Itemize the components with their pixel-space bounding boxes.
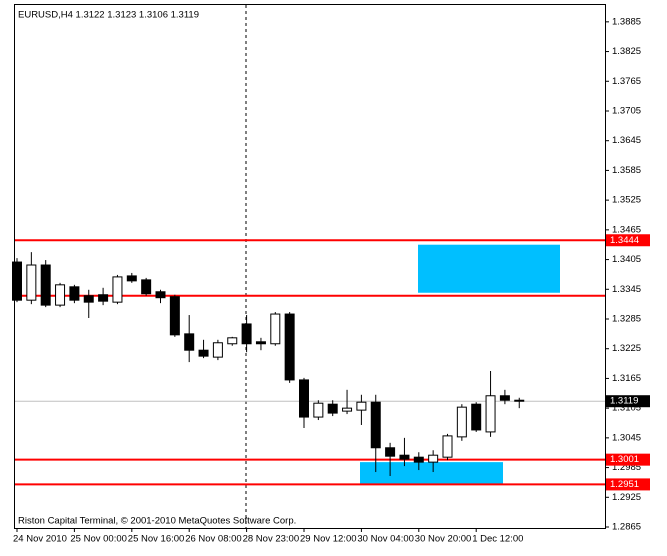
candle-body — [399, 454, 410, 460]
candle-body — [255, 341, 266, 345]
candle-body — [141, 279, 152, 295]
candle-body — [98, 294, 109, 302]
candle-body — [55, 284, 66, 306]
x-tick-label: 25 Nov 16:00 — [128, 534, 185, 545]
y-tick-label: 1.3465 — [612, 224, 641, 235]
y-tick-label: 1.3825 — [612, 46, 641, 57]
last-price-label: 1.3119 — [610, 396, 638, 407]
candle-body — [270, 313, 281, 345]
candle-body — [385, 447, 396, 457]
y-tick-label: 1.3645 — [612, 135, 641, 146]
y-tick-label: 1.3285 — [612, 314, 641, 325]
candle-body — [284, 313, 295, 381]
y-tick-label: 1.3765 — [612, 76, 641, 87]
candle-body — [212, 342, 223, 358]
level-tag-label: 1.3444 — [610, 235, 639, 246]
y-tick-label: 1.3225 — [612, 343, 641, 354]
candle-body — [327, 403, 338, 414]
y-tick-label: 1.3105 — [612, 403, 641, 414]
candle-body — [456, 406, 467, 438]
level-tag-label: 1.3001 — [610, 454, 639, 465]
candle-body — [83, 295, 94, 303]
x-tick-label: 25 Nov 00:00 — [70, 534, 127, 545]
y-tick-label: 1.3405 — [612, 254, 641, 265]
candle-body — [40, 264, 51, 306]
y-tick-label: 1.3705 — [612, 106, 641, 117]
zone — [418, 244, 560, 293]
candle-body — [413, 456, 424, 463]
x-tick-label: 1 Dec 12:00 — [472, 534, 523, 545]
y-tick-label: 1.3525 — [612, 195, 641, 206]
y-tick-label: 1.3045 — [612, 432, 641, 443]
level-tag — [606, 478, 650, 491]
candle-body — [184, 333, 195, 351]
candle-body — [169, 296, 180, 336]
y-tick-label: 1.3885 — [612, 16, 641, 27]
candle-body — [12, 261, 22, 301]
y-tick-label: 1.2925 — [612, 492, 641, 503]
candle-body — [241, 323, 252, 345]
y-tick-label: 1.3165 — [612, 373, 641, 384]
candle-body — [299, 379, 309, 418]
candle-body — [356, 401, 367, 411]
level-tag — [606, 234, 650, 247]
x-tick-label: 30 Nov 04:00 — [357, 534, 414, 545]
level-tag-label: 1.2951 — [610, 479, 639, 490]
x-tick-label: 26 Nov 08:00 — [185, 534, 242, 545]
candle-body — [313, 402, 324, 418]
candle-body — [485, 395, 496, 433]
footer: Riston Capital Terminal, © 2001-2010 Met… — [18, 516, 296, 527]
candle-body — [442, 435, 453, 458]
candle-body — [342, 407, 353, 412]
candle-body — [198, 349, 209, 357]
chart-title: EURUSD,H4 1.3122 1.3123 1.3106 1.3119 — [18, 10, 199, 21]
candle-body — [370, 401, 381, 449]
candle-body — [471, 403, 482, 431]
x-tick-label: 28 Nov 23:00 — [243, 534, 300, 545]
y-tick-label: 1.3585 — [612, 165, 641, 176]
x-tick-label: 24 Nov 2010 — [13, 534, 67, 545]
y-tick-label: 1.2865 — [612, 522, 641, 533]
last-price-tag — [606, 395, 650, 408]
candle-body — [499, 395, 510, 401]
level-tag — [606, 453, 650, 466]
candle-body — [26, 264, 37, 301]
y-tick-label: 1.2985 — [612, 462, 641, 473]
candle-body — [155, 291, 166, 299]
candle-body — [514, 399, 525, 402]
candle-body — [69, 286, 80, 301]
zones — [360, 244, 560, 485]
candle-body — [112, 276, 123, 303]
candle-body — [428, 454, 439, 463]
zone — [360, 462, 503, 485]
candle-body — [227, 337, 238, 345]
y-tick-label: 1.3345 — [612, 284, 641, 295]
candle-body — [126, 275, 137, 282]
x-tick-label: 30 Nov 20:00 — [415, 534, 472, 545]
x-tick-label: 29 Nov 12:00 — [300, 534, 357, 545]
